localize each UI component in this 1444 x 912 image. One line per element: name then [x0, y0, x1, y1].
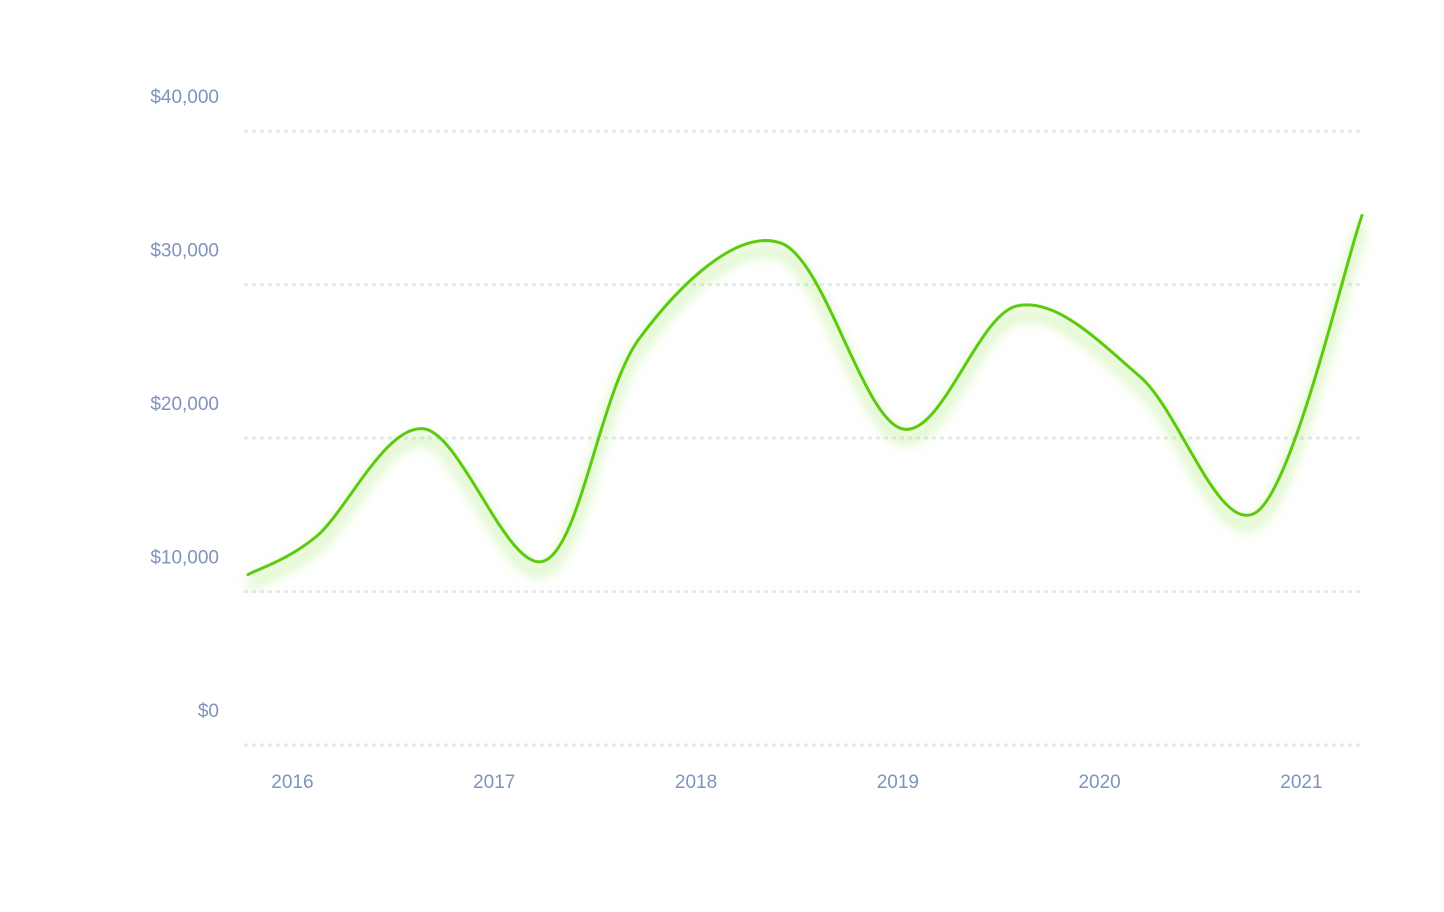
x-tick-label: 2017: [473, 772, 515, 793]
x-tick-label: 2021: [1280, 772, 1322, 793]
y-tick-label: $10,000: [150, 548, 219, 569]
y-tick-label: $20,000: [150, 394, 219, 415]
x-tick-label: 2019: [877, 772, 919, 793]
y-tick-label: $0: [198, 701, 219, 722]
series-line: [246, 213, 1364, 577]
y-axis-ticks: $0 $10,000 $20,000 $30,000 $40,000: [150, 87, 219, 722]
series-layer: [245, 213, 1367, 590]
y-tick-label: $30,000: [150, 241, 219, 262]
y-tick-label: $40,000: [150, 87, 219, 108]
x-tick-label: 2020: [1078, 772, 1120, 793]
series-line-glow: [245, 223, 1367, 590]
x-tick-label: 2016: [271, 772, 313, 793]
x-tick-label: 2018: [675, 772, 717, 793]
x-axis-ticks: 2016 2017 2018 2019 2020 2021: [271, 772, 1322, 793]
